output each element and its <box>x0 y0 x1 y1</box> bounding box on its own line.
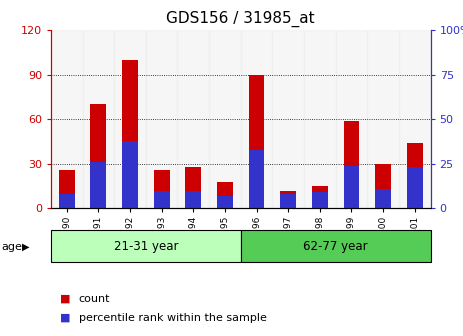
Text: ▶: ▶ <box>22 242 30 252</box>
Bar <box>185 191 201 208</box>
Bar <box>185 167 201 208</box>
Bar <box>51 230 241 262</box>
Title: GDS156 / 31985_at: GDS156 / 31985_at <box>166 11 315 28</box>
Bar <box>122 141 138 208</box>
Bar <box>312 186 328 208</box>
Bar <box>304 30 336 208</box>
Bar <box>399 30 431 208</box>
Bar <box>59 170 75 208</box>
Bar <box>241 230 431 262</box>
Bar <box>407 143 423 208</box>
Bar <box>51 30 82 208</box>
Text: age: age <box>1 242 22 252</box>
Bar <box>249 150 264 208</box>
Text: ■: ■ <box>60 294 71 304</box>
Text: percentile rank within the sample: percentile rank within the sample <box>79 312 267 323</box>
Bar <box>154 170 169 208</box>
Bar <box>217 196 233 208</box>
Bar <box>114 30 146 208</box>
Bar <box>280 191 296 208</box>
Bar <box>375 189 391 208</box>
Bar <box>241 30 272 208</box>
Bar <box>90 162 106 208</box>
Text: ■: ■ <box>60 312 71 323</box>
Bar <box>82 30 114 208</box>
Bar <box>344 121 359 208</box>
Bar <box>407 167 423 208</box>
Text: 21-31 year: 21-31 year <box>113 240 178 253</box>
Bar <box>177 30 209 208</box>
Bar <box>312 192 328 208</box>
Bar <box>122 60 138 208</box>
Bar <box>146 30 177 208</box>
Bar <box>217 181 233 208</box>
Text: 62-77 year: 62-77 year <box>303 240 368 253</box>
Text: count: count <box>79 294 110 304</box>
Bar <box>209 30 241 208</box>
Bar <box>280 194 296 208</box>
Bar <box>344 166 359 208</box>
Bar <box>375 164 391 208</box>
Bar <box>367 30 399 208</box>
Bar <box>154 191 169 208</box>
Bar <box>59 194 75 208</box>
Bar <box>249 75 264 208</box>
Bar <box>272 30 304 208</box>
Bar <box>90 104 106 208</box>
Bar <box>336 30 367 208</box>
